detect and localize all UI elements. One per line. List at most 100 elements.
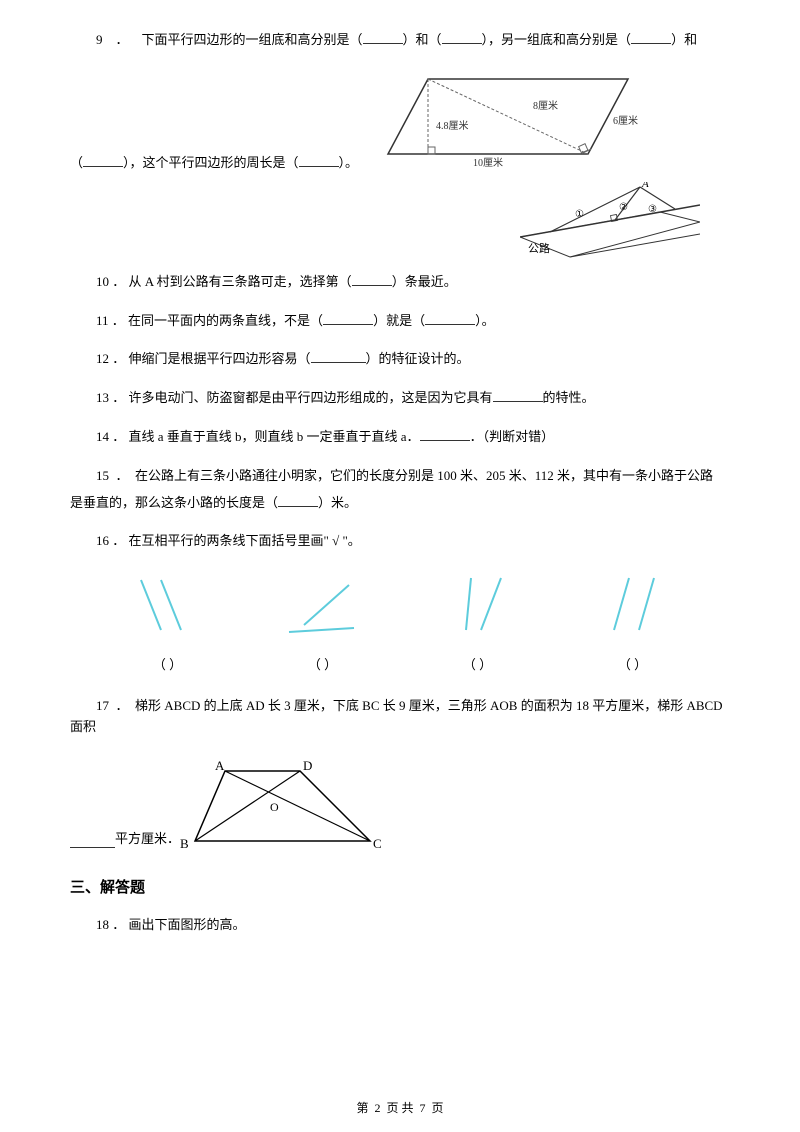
q15-text-c: ）米。 (318, 495, 357, 510)
svg-text:D: D (303, 758, 312, 773)
q16-text-a: 在互相平行的两条线下面括号里画" √ "。 (129, 533, 361, 548)
svg-text:10厘米: 10厘米 (473, 156, 503, 169)
q17-figure-row: 平方厘米． A D B C O (70, 756, 730, 856)
q14-text-a: 直线 a 垂直于直线 b，则直线 b 一定垂直于直线 a． (129, 429, 420, 444)
svg-text:8厘米: 8厘米 (533, 99, 558, 112)
paren-1: （ ） (153, 655, 182, 676)
q12-text-a: 伸缩门是根据平行四边形容易（ (129, 351, 311, 366)
footer-b: 页 共 (386, 1101, 413, 1115)
question-18: 18 ． 画出下面图形的高。 (70, 915, 730, 936)
q17-text-a: 梯形 ABCD 的上底 AD 长 3 厘米，下底 BC 长 9 厘米，三角形 A… (70, 698, 723, 734)
q14-text-b: ．（判断对错） (470, 429, 555, 444)
blank (493, 388, 543, 402)
svg-text:A: A (641, 182, 649, 190)
blank (352, 272, 392, 286)
q11-text-c: ）。 (475, 313, 495, 328)
blank (363, 30, 403, 44)
svg-text:A: A (215, 758, 225, 773)
question-17: 17 ． 梯形 ABCD 的上底 AD 长 3 厘米，下底 BC 长 9 厘米，… (70, 696, 730, 738)
blank (631, 30, 671, 44)
q18-num: 18 (96, 917, 109, 932)
q13-num: 13 (96, 390, 109, 405)
q15-num: 15 (96, 468, 109, 483)
q13-text-a: 许多电动门、防盗窗都是由平行四边形组成的，这是因为它具有 (129, 390, 493, 405)
q12-text-b: ）的特征设计的。 (366, 351, 470, 366)
q15-dot: ． (116, 468, 129, 483)
question-15: 15 ． 在公路上有三条小路通往小明家，它们的长度分别是 100 米、205 米… (70, 466, 730, 487)
q10-num: 10 (96, 274, 109, 289)
blank (323, 311, 373, 325)
q9-text-g: ）。 (339, 155, 359, 170)
paren-3: （ ） (463, 655, 492, 676)
parallel-lines-labels: （ ） （ ） （ ） （ ） (90, 655, 710, 676)
q10-text-a: 从 A 村到公路有三条路可走，选择第（ (129, 274, 352, 289)
q9-text-f: ），这个平行四边形的周长是（ (123, 155, 299, 170)
footer-page: 2 (374, 1101, 380, 1115)
q9-text-d: ）和 (671, 32, 697, 47)
q18-text-a: 画出下面图形的高。 (129, 917, 246, 932)
svg-text:O: O (270, 800, 279, 814)
parallel-lines-2 (279, 570, 369, 640)
question-15b: 是垂直的，那么这条小路的长度是（ ）米。 (70, 493, 730, 514)
q9-num: 9 (96, 32, 103, 47)
q9-dot: ． (116, 32, 129, 47)
question-14: 14 ． 直线 a 垂直于直线 b，则直线 b 一定垂直于直线 a． ．（判断对错… (70, 427, 730, 448)
paren-4: （ ） (618, 655, 647, 676)
question-12: 12 ． 伸缩门是根据平行四边形容易（ ）的特征设计的。 (70, 349, 730, 370)
parallel-lines-1 (126, 570, 206, 640)
page-footer: 第 2 页 共 7 页 (0, 1099, 800, 1118)
q11-num: 11 (96, 313, 109, 328)
parallel-lines-4 (594, 570, 674, 640)
q17-dot: ． (116, 698, 129, 713)
q11-text-b: ）就是（ (373, 313, 425, 328)
blank (420, 427, 470, 441)
footer-a: 第 (356, 1101, 368, 1115)
question-11: 11 ． 在同一平面内的两条直线，不是（ ）就是（ ）。 (70, 311, 730, 332)
svg-text:②: ② (619, 202, 628, 213)
q9-text-b: ）和（ (403, 32, 442, 47)
q15-text-a: 在公路上有三条小路通往小明家，它们的长度分别是 100 米、205 米、112 … (135, 468, 713, 483)
blank (299, 153, 339, 167)
q9-text-c: ），另一组底和高分别是（ (482, 32, 632, 47)
q16-num: 16 (96, 533, 109, 548)
blank (278, 493, 318, 507)
section-3-header: 三、解答题 (70, 876, 730, 900)
blank (70, 834, 115, 848)
blank (311, 349, 366, 363)
parallelogram-figure: 4.8厘米 8厘米 6厘米 10厘米 (378, 69, 658, 169)
question-9: 9 ． 下面平行四边形的一组底和高分别是（）和（），另一组底和高分别是（）和 (70, 30, 730, 51)
footer-c: 页 (432, 1101, 444, 1115)
parallel-lines-figures (90, 570, 710, 640)
q14-num: 14 (96, 429, 109, 444)
q10-dot: ． (112, 274, 125, 289)
footer-total: 7 (420, 1101, 426, 1115)
q13-dot: ． (112, 390, 125, 405)
q11-text-a: 在同一平面内的两条直线，不是（ (128, 313, 323, 328)
svg-text:B: B (180, 836, 189, 851)
q15-text-b: 是垂直的，那么这条小路的长度是（ (70, 495, 278, 510)
q18-dot: ． (112, 917, 125, 932)
q9-figure-row: （ ），这个平行四边形的周长是（ ）。 4.8厘米 8厘米 6厘米 10厘米 (70, 69, 730, 174)
q10-text-b: ）条最近。 (392, 274, 457, 289)
svg-text:③: ③ (648, 204, 657, 215)
road-figure: A ① ② ③ 公路 (520, 182, 700, 272)
question-16: 16 ． 在互相平行的两条线下面括号里画" √ "。 (70, 531, 730, 552)
parallel-lines-3 (441, 570, 521, 640)
q11-dot: ． (112, 313, 125, 328)
q12-num: 12 (96, 351, 109, 366)
blank (425, 311, 475, 325)
svg-text:C: C (373, 836, 382, 851)
svg-text:4.8厘米: 4.8厘米 (436, 119, 469, 132)
q13-text-b: 的特性。 (543, 390, 595, 405)
q14-dot: ． (112, 429, 125, 444)
q17-num: 17 (96, 698, 109, 713)
svg-text:6厘米: 6厘米 (613, 114, 638, 127)
question-13: 13 ． 许多电动门、防盗窗都是由平行四边形组成的，这是因为它具有 的特性。 (70, 388, 730, 409)
svg-text:公路: 公路 (528, 242, 550, 255)
question-10: 10 ． 从 A 村到公路有三条路可走，选择第（ ）条最近。 (70, 272, 730, 293)
svg-text:①: ① (575, 209, 584, 220)
q9-text-e: （ (70, 155, 83, 170)
blank (442, 30, 482, 44)
blank (83, 153, 123, 167)
q12-dot: ． (112, 351, 125, 366)
